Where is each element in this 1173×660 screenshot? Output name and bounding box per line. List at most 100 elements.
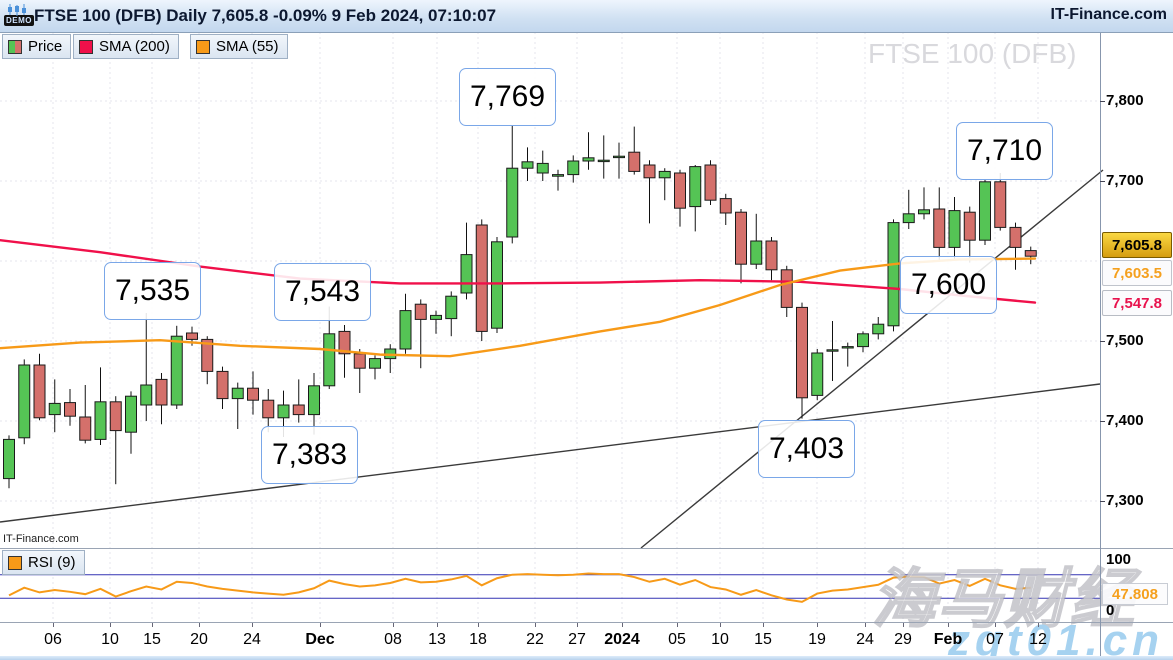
candle-down	[64, 389, 76, 426]
time-axis-tick	[1038, 623, 1039, 627]
candle-down	[780, 265, 793, 317]
legend-chip-sma200[interactable]: SMA (200)	[73, 34, 179, 59]
legend-sma55-label: SMA (55)	[216, 38, 279, 55]
price-annotation[interactable]: 7,769	[459, 68, 556, 126]
time-axis-tick	[53, 623, 54, 627]
demo-badge: DEMO	[4, 4, 34, 28]
title-bar: DEMO FTSE 100 (DFB) Daily 7,605.8 -0.09%…	[0, 0, 1173, 33]
time-axis-label: 18	[469, 631, 487, 648]
candle-down	[963, 206, 976, 263]
candle-up	[140, 313, 153, 421]
candle-up	[18, 359, 31, 445]
candle-up	[460, 222, 473, 300]
candle-up	[902, 189, 915, 229]
time-axis-label: 05	[668, 631, 686, 648]
candle-up	[689, 165, 702, 232]
candle-up	[536, 150, 549, 181]
price-annotation[interactable]: 7,535	[104, 262, 201, 320]
time-axis-tick	[817, 623, 818, 627]
last-price-tag: 7,605.8	[1102, 232, 1172, 258]
candle-up	[582, 132, 595, 170]
candle-up	[94, 367, 107, 445]
candle-up	[872, 317, 885, 340]
legend-chip-price[interactable]: Price	[2, 34, 72, 59]
sma55-line	[0, 257, 1037, 358]
candle-down	[353, 349, 366, 393]
price-annotation[interactable]: 7,600	[900, 256, 997, 314]
time-axis-tick	[478, 623, 479, 627]
candle-down	[216, 366, 229, 409]
trend-line	[640, 169, 1104, 549]
time-axis-label: 2024	[604, 631, 640, 648]
candle-up	[597, 135, 610, 179]
time-axis-tick	[720, 623, 721, 627]
time-axis-tick	[110, 623, 111, 627]
candle-up	[3, 435, 15, 489]
legend-chip-sma55[interactable]: SMA (55)	[190, 34, 288, 59]
candle-down	[292, 379, 305, 423]
demo-label: DEMO	[4, 15, 34, 26]
trend-line	[0, 383, 1101, 523]
candle-down	[1024, 246, 1037, 265]
candle-down	[475, 219, 488, 341]
panel-separator-main-rsi	[0, 548, 1173, 549]
candle-up	[491, 237, 503, 333]
mini-candles-icon	[8, 4, 26, 16]
time-axis-label: 22	[526, 631, 544, 648]
price-annotation[interactable]: 7,543	[274, 263, 371, 321]
legend-price-label: Price	[28, 38, 63, 55]
time-axis-label: 15	[754, 631, 772, 648]
price-axis-tick	[1100, 501, 1105, 502]
time-axis-tick	[865, 623, 866, 627]
candle-down	[155, 373, 168, 425]
candle-up	[552, 169, 564, 191]
candle-down	[719, 193, 732, 225]
price-annotation[interactable]: 7,403	[758, 420, 855, 478]
time-axis-label: 10	[711, 631, 729, 648]
candle-down	[643, 160, 656, 224]
candle-up	[48, 379, 61, 433]
candle-up	[658, 168, 671, 201]
candle-down	[1009, 222, 1022, 270]
price-axis-tick	[1100, 181, 1105, 182]
candle-down	[796, 302, 808, 419]
candle-up	[521, 147, 534, 181]
rsi-swatch-icon	[8, 555, 22, 570]
candle-up	[506, 125, 519, 244]
candle-up	[445, 291, 458, 337]
legend-rsi-label: RSI (9)	[28, 554, 76, 571]
itfinance-small-label: IT-Finance.com	[3, 533, 79, 545]
time-axis-tick	[320, 623, 321, 627]
price-axis-label: 7,800	[1106, 92, 1144, 109]
sma55-swatch-icon	[196, 39, 210, 54]
legend-chip-rsi[interactable]: RSI (9)	[2, 550, 85, 575]
time-axis-label: 13	[428, 631, 446, 648]
candle-up	[857, 331, 869, 353]
price-axis-border	[1100, 32, 1101, 660]
time-axis-tick	[535, 623, 536, 627]
candle-up	[613, 142, 625, 179]
candle-up	[750, 213, 763, 269]
price-annotation[interactable]: 7,710	[956, 122, 1053, 180]
time-axis-label: 24	[856, 631, 874, 648]
time-axis-tick	[763, 623, 764, 627]
time-axis-label: 20	[190, 631, 208, 648]
rsi-line	[8, 572, 1031, 603]
time-axis-label: 19	[808, 631, 826, 648]
time-axis-label: 29	[894, 631, 912, 648]
time-axis-label: 15	[143, 631, 161, 648]
legend-sma200-label: SMA (200)	[99, 38, 170, 55]
candle-down	[414, 299, 427, 369]
time-axis-tick	[677, 623, 678, 627]
panel-separator-rsi-axis	[0, 622, 1173, 623]
brand-link[interactable]: IT-Finance.com	[1050, 6, 1167, 23]
time-axis-label: 06	[44, 631, 62, 648]
time-axis-label: Feb	[933, 631, 963, 648]
price-annotation[interactable]: 7,383	[261, 426, 358, 484]
time-axis-tick	[577, 623, 578, 627]
candle-down	[674, 169, 686, 227]
time-axis-label: 27	[568, 631, 586, 648]
candle-down	[994, 173, 1007, 231]
time-axis-tick	[199, 623, 200, 627]
